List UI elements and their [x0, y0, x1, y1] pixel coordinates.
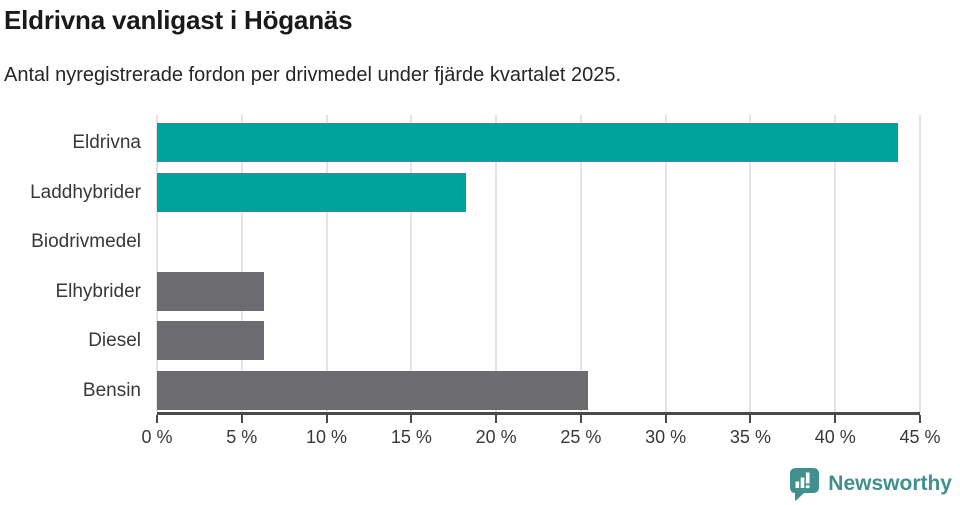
chart-row: Laddhybrider — [0, 165, 960, 215]
axis-tick-label: 35 % — [729, 427, 771, 447]
axis-tick — [156, 415, 158, 423]
chart-rows: Eldrivna Laddhybrider Biodrivmedel Elhybrid… — [0, 115, 960, 412]
axis-tick-label: 0 % — [141, 427, 173, 447]
axis-tick-label: 40 % — [814, 427, 856, 447]
newsworthy-logo-text: Newsworthy — [828, 472, 952, 495]
chart-row: Eldrivna — [0, 115, 960, 165]
category-label: Eldrivna — [72, 132, 141, 153]
axis-tick — [495, 415, 498, 423]
bar-track — [157, 271, 920, 311]
bar — [157, 321, 264, 360]
chart-subtitle: Antal nyregistrerade fordon per drivmede… — [4, 64, 622, 86]
bar-track — [157, 222, 920, 261]
gridline — [240, 115, 243, 412]
chart-row: Diesel — [0, 313, 960, 363]
bar — [157, 271, 264, 311]
axis-tick — [919, 415, 921, 423]
bar-track — [157, 172, 920, 212]
axis-tick — [579, 415, 582, 423]
axis-tick — [664, 415, 667, 423]
axis-tick-label: 20 % — [475, 427, 517, 447]
axis-tick — [834, 415, 837, 423]
gridline — [495, 115, 498, 412]
bar — [157, 172, 466, 212]
chart-row: Biodrivmedel — [0, 214, 960, 264]
bar — [157, 123, 898, 162]
x-axis: 0 % 5 % 10 % 15 % 20 % 25 % 30 % 35 % 40 % 45 % — [141, 412, 941, 457]
category-label: Bensin — [82, 379, 141, 401]
axis-tick-label: 15 % — [390, 427, 432, 447]
chart-row: Elhybrider — [0, 264, 960, 314]
gridline — [664, 115, 667, 412]
gridline — [156, 115, 158, 412]
bar-track — [157, 321, 920, 360]
gridline — [749, 115, 752, 412]
bar-chart: Eldrivna Laddhybrider Biodrivmedel Elhybrid… — [0, 115, 960, 412]
axis-tick-label: 30 % — [645, 427, 687, 447]
gridline — [410, 115, 413, 412]
axis-tick-label: 25 % — [560, 427, 602, 447]
category-label: Biodrivmedel — [31, 231, 141, 252]
category-label: Elhybrider — [55, 280, 141, 302]
newsworthy-logo-icon — [790, 468, 820, 501]
gridline — [834, 115, 837, 412]
axis-tick-label: 10 % — [306, 427, 348, 447]
chart-row: Bensin — [0, 363, 960, 413]
axis-tick-label: 45 % — [899, 427, 941, 447]
axis-tick — [410, 415, 413, 423]
axis-tick — [240, 415, 243, 423]
bar-track — [157, 370, 920, 410]
newsworthy-brand: Newsworthy — [789, 467, 952, 501]
axis-tick — [325, 415, 328, 423]
category-label: Diesel — [88, 330, 141, 351]
gridline — [325, 115, 328, 412]
bar — [157, 370, 588, 410]
gridline — [919, 115, 921, 412]
bar-track — [157, 123, 920, 162]
axis-tick-label: 5 % — [226, 427, 258, 447]
axis-tick — [749, 415, 752, 423]
category-label: Laddhybrider — [30, 181, 141, 203]
gridlines — [156, 115, 921, 412]
gridline — [579, 115, 582, 412]
chart-title: Eldrivna vanligast i Höganäs — [4, 5, 353, 35]
